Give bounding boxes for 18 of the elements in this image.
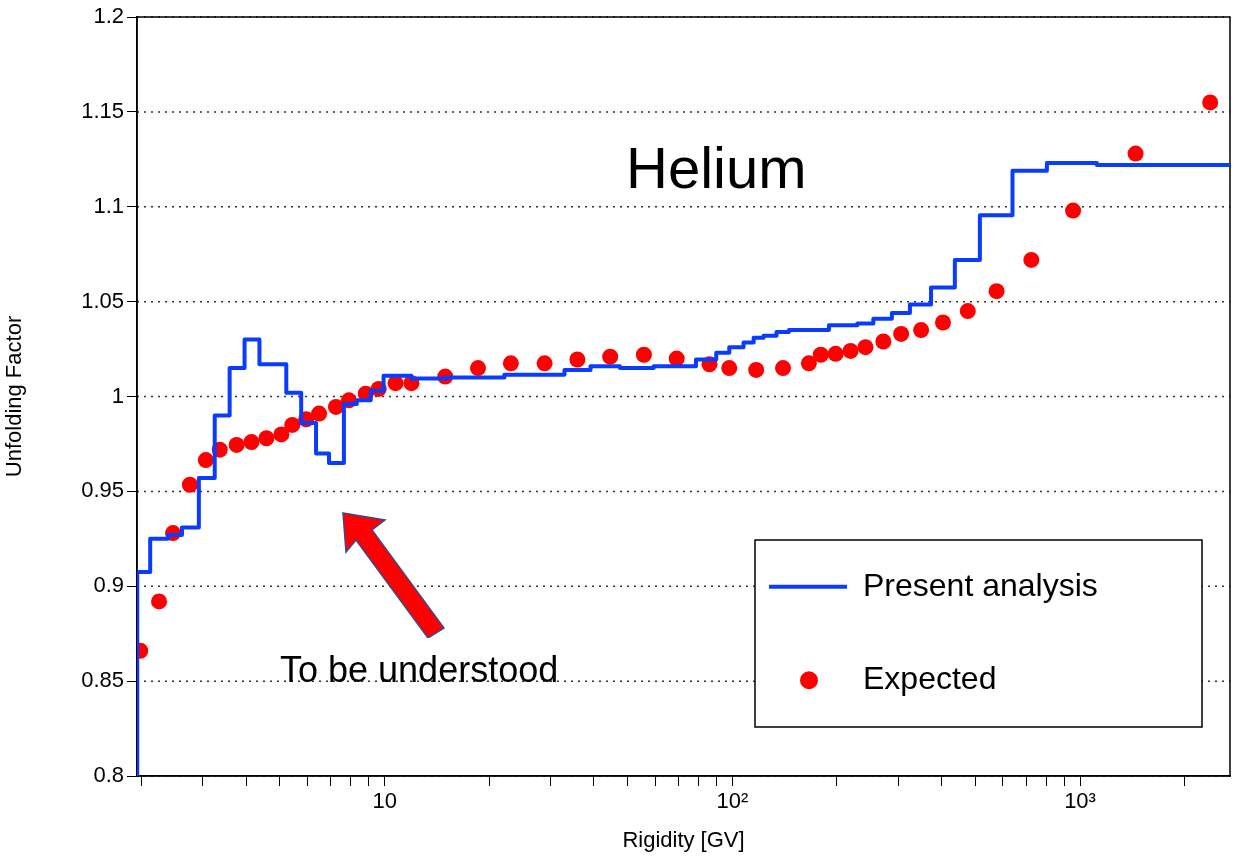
x-tick-label: 10 [372,788,397,814]
y-tick-label: 0.9 [93,572,124,598]
y-tick-label: 1.1 [93,192,124,218]
x-axis-title: Rigidity [GV] [622,826,745,852]
y-axis-title: Unfolding Factor [1,315,27,478]
legend-label: Present analysis [863,566,1098,603]
y-tick-label: 1.05 [81,287,124,313]
legend-label: Expected [863,660,997,697]
x-tick-label: 10³ [1064,788,1096,814]
y-tick-label: 1 [111,382,124,408]
y-tick-label: 0.95 [81,477,124,503]
text: Helium [626,135,807,200]
y-tick-label: 0.8 [93,762,124,788]
annotation: To be understood [280,648,559,690]
x-tick-label: 10² [716,788,749,814]
y-tick-label: 0.85 [81,667,124,693]
y-tick-label: 1.2 [93,3,124,29]
y-tick-label: 1.15 [81,97,124,123]
